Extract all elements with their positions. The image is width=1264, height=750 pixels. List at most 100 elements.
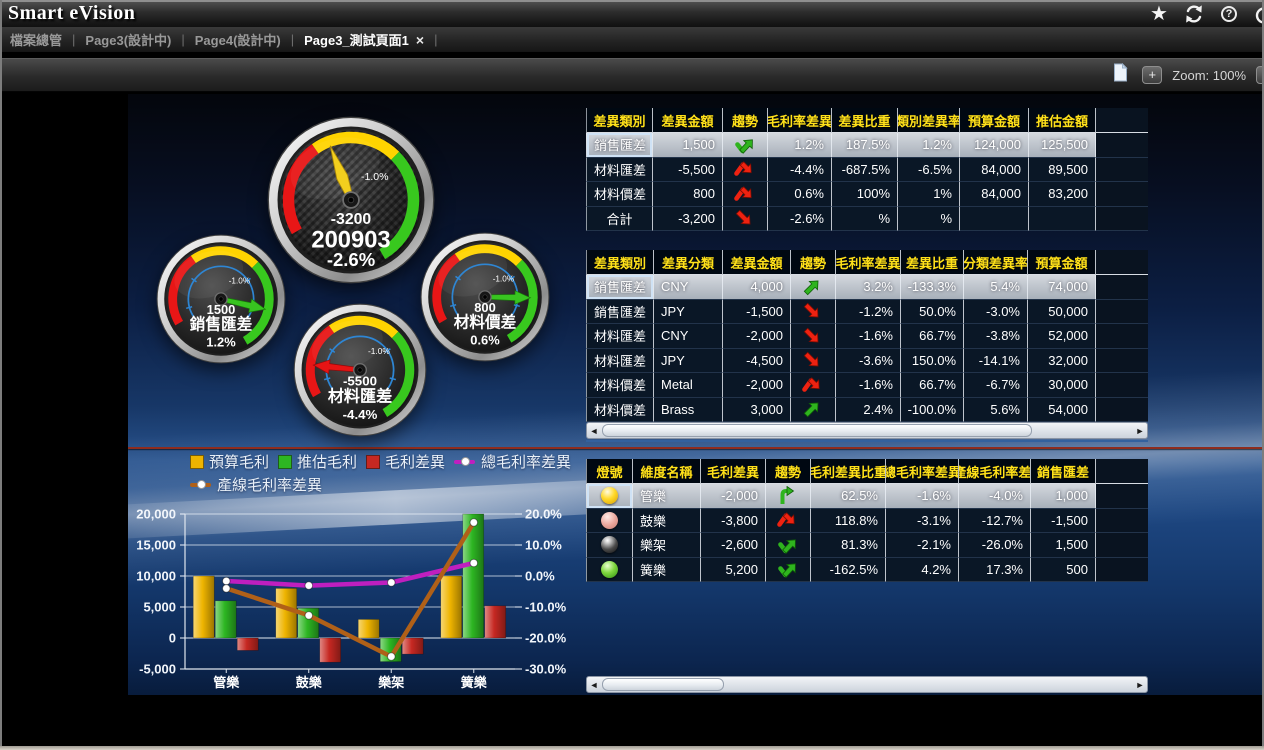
column-header: 預算金額 xyxy=(1028,250,1096,275)
table-row[interactable]: 鼓樂 -3,800 118.8% -3.1% -12.7% -1,500 xyxy=(586,508,1148,533)
cell: 管樂 xyxy=(633,484,701,509)
svg-text:800: 800 xyxy=(474,300,496,315)
cell: -2,000 xyxy=(701,484,766,509)
legend-swatch-estimate xyxy=(278,454,293,469)
cell: -3.8% xyxy=(964,324,1028,349)
tab-page3-test-page1[interactable]: Page3_測試頁面1 × xyxy=(294,30,434,49)
table-row[interactable]: 簧樂 5,200 -162.5% 4.2% 17.3% 500 xyxy=(586,557,1148,582)
favorite-star-icon[interactable]: ★ xyxy=(1150,2,1168,25)
panel-edge xyxy=(586,440,1148,442)
new-document-icon[interactable] xyxy=(1113,62,1129,87)
legend-line-prodline-rate xyxy=(190,480,211,489)
table-row[interactable]: 銷售匯差 CNY 4,000 3.2% -133.3% 5.4% 74,000 xyxy=(586,275,1148,300)
cell: -2,000 xyxy=(723,373,791,398)
column-header: 差異類別 xyxy=(586,108,653,133)
scroll-left-arrow[interactable]: ◄ xyxy=(589,679,599,690)
cell: 81.3% xyxy=(811,533,886,558)
filler-cell xyxy=(1096,459,1148,484)
table-row[interactable]: 合計 -3,200 -2.6%%% xyxy=(586,206,1148,231)
table3-horizontal-scrollbar[interactable]: ◄ ► xyxy=(586,676,1148,693)
peak-red-trend-icon xyxy=(734,161,752,177)
table2-horizontal-scrollbar[interactable]: ◄ ► xyxy=(586,422,1148,439)
cell xyxy=(586,484,633,509)
zoom-in-button[interactable]: + xyxy=(1142,66,1163,84)
filler-cell xyxy=(1096,348,1148,373)
table-row[interactable]: 材料匯差 -5,500 -4.4% -687.5% -6.5% 84,000 89,500 xyxy=(586,157,1148,182)
tab-close-icon[interactable]: × xyxy=(415,31,425,48)
tab-separator: | xyxy=(434,32,438,47)
tab-page4-design[interactable]: Page4(設計中) xyxy=(185,30,291,49)
scroll-right-arrow[interactable]: ► xyxy=(1135,425,1145,436)
table-row[interactable]: 樂架 -2,600 81.3% -2.1% -26.0% 1,500 xyxy=(586,533,1148,558)
refresh-icon[interactable] xyxy=(1183,3,1205,25)
cell: -1.6% xyxy=(886,484,959,509)
tab-page3-design[interactable]: Page3(設計中) xyxy=(75,30,181,49)
table-row[interactable]: 材料匯差 JPY -4,500 -3.6% 150.0% -14.1% 32,000 xyxy=(586,348,1148,373)
column-header: 差異比重 xyxy=(832,108,898,133)
up-green-trend-icon xyxy=(803,280,819,296)
cell xyxy=(791,324,836,349)
cell: 54,000 xyxy=(1028,397,1096,422)
cell: 1,000 xyxy=(1031,484,1096,509)
svg-text:10.0%: 10.0% xyxy=(525,538,562,553)
cell xyxy=(723,206,768,231)
help-icon[interactable]: ? xyxy=(1218,3,1240,25)
scrollbar-thumb[interactable] xyxy=(602,678,724,691)
cell: JPY xyxy=(654,348,723,373)
check-green-trend-icon xyxy=(778,539,796,554)
column-header: 燈號 xyxy=(586,459,633,484)
svg-text:20,000: 20,000 xyxy=(136,507,176,522)
table-row[interactable]: 材料價差 Brass 3,000 2.4% -100.0% 5.6% 54,000 xyxy=(586,397,1148,422)
column-header: 差異分類 xyxy=(654,250,723,275)
toolbar: + Zoom: 100% + xyxy=(0,58,1264,92)
cell: 4,000 xyxy=(723,275,791,300)
cell: 2.4% xyxy=(836,397,901,422)
cell: 66.7% xyxy=(901,324,964,349)
window-edge xyxy=(0,0,1264,2)
filler-cell xyxy=(1096,508,1148,533)
chart-legend: 預算毛利 推估毛利 毛利差異 總毛利率差異 產線毛利率差異 xyxy=(190,450,580,496)
table-row[interactable]: 銷售匯差 1,500 1.2% 187.5% 1.2% 124,000 125,500 xyxy=(586,133,1148,158)
cell: 5,200 xyxy=(701,557,766,582)
table-row[interactable]: 銷售匯差 JPY -1,500 -1.2% 50.0% -3.0% 50,000 xyxy=(586,299,1148,324)
scrollbar-thumb[interactable] xyxy=(602,424,1032,437)
scroll-left-arrow[interactable]: ◄ xyxy=(589,425,599,436)
cell: 84,000 xyxy=(960,182,1029,207)
svg-text:樂架: 樂架 xyxy=(378,675,404,690)
titlebar-icons: ★ ? xyxy=(1148,3,1264,25)
cell: 3.2% xyxy=(836,275,901,300)
column-header: 類別差異率 xyxy=(898,108,960,133)
svg-text:-5,000: -5,000 xyxy=(139,662,176,677)
cell: 材料匯差 xyxy=(586,348,654,373)
table-row[interactable]: 材料匯差 CNY -2,000 -1.6% 66.7% -3.8% 52,000 xyxy=(586,324,1148,349)
cell: % xyxy=(832,206,898,231)
cell: -1.2% xyxy=(836,299,901,324)
table-row[interactable]: 材料價差 Metal -2,000 -1.6% 66.7% -6.7% 30,000 xyxy=(586,373,1148,398)
title-bar: Smart eVision ★ ? xyxy=(0,0,1264,27)
tab-file-explorer[interactable]: 檔案總管 xyxy=(0,30,72,49)
cell: 0.6% xyxy=(768,182,832,207)
legend-swatch-diff xyxy=(366,454,381,469)
filler-cell xyxy=(1096,324,1148,349)
column-header: 毛利差異 xyxy=(701,459,766,484)
cell: Metal xyxy=(654,373,723,398)
cell: 50,000 xyxy=(1028,299,1096,324)
column-header: 產線毛利率差! xyxy=(959,459,1031,484)
gauge-material-fx: -1.0% -5500 材料匯差 -4.4% xyxy=(290,300,430,440)
column-header: 差異比重 xyxy=(901,250,964,275)
cell: -26.0% xyxy=(959,533,1031,558)
table-row[interactable]: 管樂 -2,000 62.5% -1.6% -4.0% 1,000 xyxy=(586,484,1148,509)
table-row[interactable]: 材料價差 800 0.6% 100% 1% 84,000 83,200 xyxy=(586,182,1148,207)
cell xyxy=(791,348,836,373)
down-red-trend-icon xyxy=(803,302,819,318)
power-icon[interactable] xyxy=(1253,3,1264,25)
cell: -1,500 xyxy=(723,299,791,324)
legend-line-total-rate xyxy=(454,457,476,466)
svg-text:0: 0 xyxy=(169,631,176,646)
cell: 銷售匯差 xyxy=(586,299,654,324)
cell xyxy=(723,182,768,207)
dimension-profit-table: 燈號維度名稱毛利差異趨勢毛利差異比重總毛利率差異產線毛利率差!銷售匯差管樂-2,… xyxy=(586,459,1148,582)
cell: Brass xyxy=(654,397,723,422)
scroll-right-arrow[interactable]: ► xyxy=(1135,679,1145,690)
